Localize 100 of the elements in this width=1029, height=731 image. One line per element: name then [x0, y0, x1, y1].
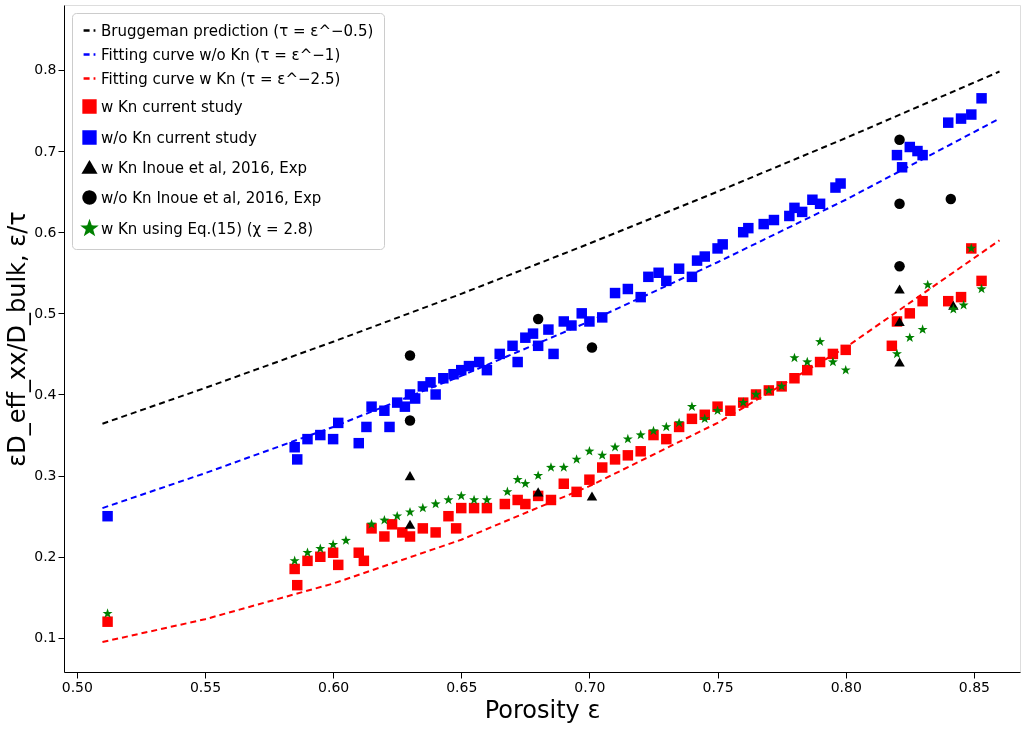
x-tick-label: 0.80: [830, 678, 862, 695]
point: [289, 555, 300, 566]
point: [532, 313, 544, 325]
y-tick-label: 0.2: [34, 548, 57, 565]
point: [327, 547, 339, 558]
point: [340, 535, 351, 545]
point: [315, 551, 326, 563]
point: [417, 523, 429, 534]
point: [102, 616, 113, 627]
point: [315, 543, 326, 553]
point: [948, 304, 959, 314]
point: [584, 446, 595, 456]
point: [532, 487, 544, 497]
point: [386, 519, 398, 530]
y-tick-label: 0.5: [34, 304, 57, 321]
point: [609, 454, 621, 465]
point: [789, 373, 800, 384]
point: [815, 336, 826, 346]
point: [648, 425, 659, 436]
point: [417, 502, 428, 513]
point: [443, 494, 454, 505]
legend-label: w Kn current study: [101, 97, 243, 116]
point: [597, 450, 608, 460]
point: [404, 519, 416, 529]
point: [502, 486, 513, 497]
point: [450, 523, 462, 534]
point: [891, 348, 902, 359]
point: [358, 555, 370, 567]
legend-label: Fitting curve w Kn (τ = ε^−2.5): [101, 69, 341, 88]
x-tick-label: 0.70: [574, 678, 606, 695]
point: [586, 342, 598, 353]
point: [610, 441, 621, 452]
point: [699, 413, 710, 424]
legend-label: Fitting curve w/o Kn (τ = ε^−1): [101, 45, 341, 64]
point: [674, 417, 685, 428]
point: [328, 539, 339, 549]
point: [430, 498, 441, 509]
point: [481, 494, 492, 505]
point: [894, 357, 905, 367]
point: [976, 275, 987, 287]
point: [545, 462, 556, 472]
point: [958, 299, 969, 310]
point: [894, 198, 905, 210]
point: [840, 364, 851, 375]
point: [533, 470, 544, 480]
point: [789, 352, 800, 363]
point: [353, 547, 364, 558]
point: [584, 474, 595, 485]
point: [661, 421, 672, 432]
point: [686, 401, 697, 411]
point: [291, 579, 303, 591]
x-tick-label: 0.60: [318, 678, 350, 695]
point: [840, 344, 851, 356]
point: [802, 356, 813, 367]
point: [302, 547, 313, 557]
point: [596, 462, 608, 473]
point: [469, 494, 480, 505]
point: [622, 450, 634, 461]
point: [512, 474, 523, 484]
point: [571, 486, 582, 498]
point: [814, 356, 826, 368]
point: [904, 332, 915, 342]
point: [894, 134, 905, 145]
point: [922, 279, 933, 290]
point: [520, 478, 531, 488]
point: [405, 506, 415, 517]
point: [302, 555, 313, 567]
point: [886, 340, 898, 352]
legend-label: w Kn using Eq.(15) (χ = 2.8): [101, 219, 314, 238]
legend-label: w Kn Inoue et al, 2016, Exp: [101, 158, 308, 177]
point: [635, 429, 646, 440]
point: [622, 433, 633, 444]
y-tick-label: 0.8: [34, 61, 57, 78]
point: [102, 608, 113, 618]
y-tick-label: 0.6: [34, 223, 57, 240]
point: [456, 490, 467, 501]
point: [404, 350, 416, 361]
y-tick-label: 0.4: [34, 385, 57, 402]
point: [661, 433, 672, 445]
point: [392, 510, 403, 521]
point: [686, 413, 698, 425]
point: [586, 491, 598, 501]
y-tick-label: 0.1: [34, 629, 57, 646]
point: [443, 510, 454, 522]
point: [712, 405, 723, 415]
point: [894, 284, 905, 294]
x-tick-label: 0.55: [189, 678, 222, 695]
point: [289, 563, 300, 575]
x-tick-label: 0.50: [61, 678, 93, 695]
point: [976, 283, 987, 294]
point: [499, 498, 511, 510]
point: [802, 364, 813, 376]
point: [827, 356, 838, 367]
legend-label: w/o Kn Inoue et al, 2016, Exp: [101, 188, 322, 207]
line-series: [101, 239, 1001, 643]
y-tick-label: 0.3: [34, 467, 57, 484]
point: [404, 471, 416, 481]
point: [404, 531, 416, 542]
point: [333, 559, 344, 571]
point: [894, 261, 905, 272]
